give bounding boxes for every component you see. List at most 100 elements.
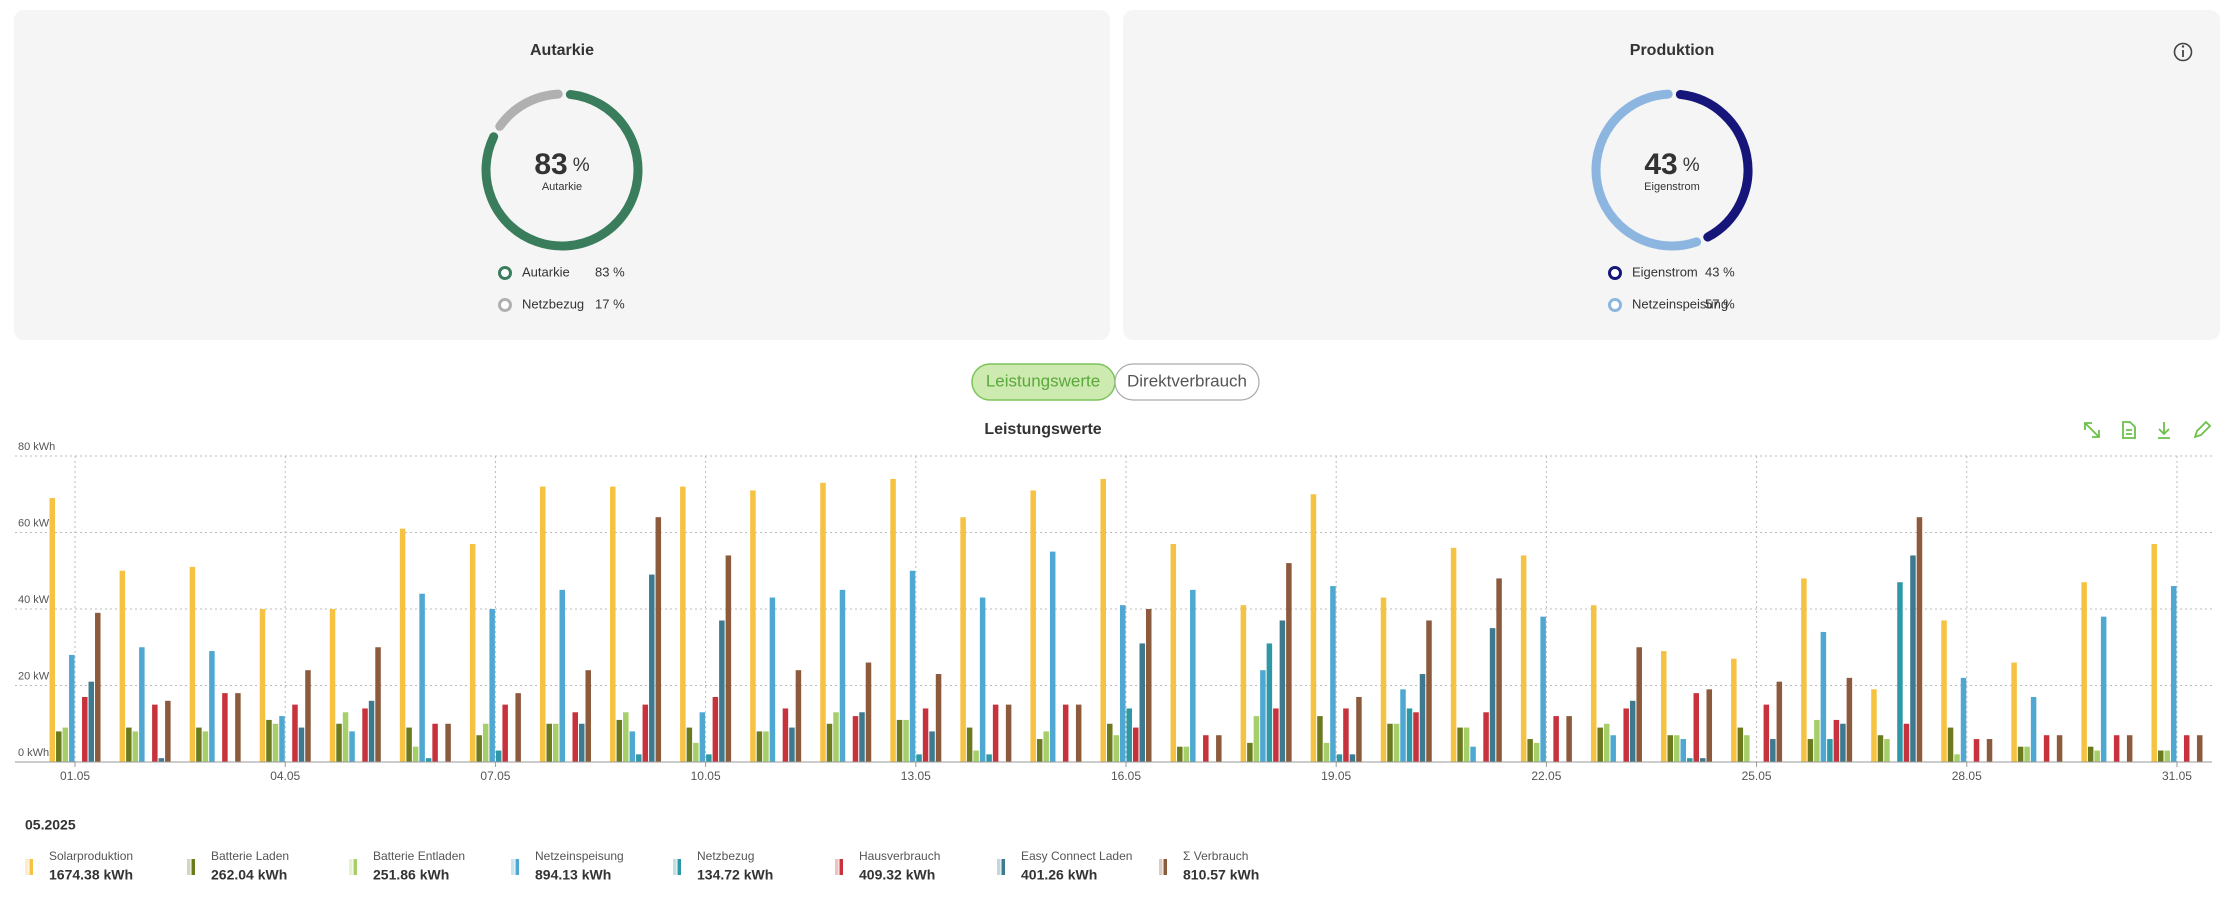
- y-tick-label: 80 kWh: [18, 441, 55, 453]
- bar: [820, 482, 826, 762]
- bar: [349, 731, 355, 762]
- bar: [2087, 746, 2094, 762]
- legend-label: Easy Connect Laden: [1021, 849, 1132, 863]
- bar: [298, 727, 305, 762]
- bar: [445, 723, 451, 762]
- info-dot[interactable]: [2181, 45, 2185, 48]
- bar: [1636, 647, 1642, 762]
- bar: [1807, 739, 1814, 762]
- bar: [1947, 727, 1954, 762]
- legend-marker: [349, 859, 353, 875]
- card: [14, 10, 1110, 340]
- bar: [266, 719, 272, 762]
- bar: [1380, 597, 1387, 762]
- bar: [1113, 735, 1119, 762]
- bar: [769, 597, 776, 762]
- bar: [623, 712, 629, 762]
- bar: [1463, 727, 1470, 762]
- edit-icon[interactable]: [2193, 420, 2212, 439]
- toggle[interactable]: Leistungswerte Direktverbrauch: [971, 363, 1260, 401]
- legend-total: 1674.38 kWh: [49, 867, 133, 883]
- bar: [649, 574, 655, 762]
- bar: [1897, 582, 1903, 762]
- bar: [49, 498, 56, 762]
- bar: [196, 727, 202, 762]
- bar: [1043, 731, 1049, 762]
- legend-value: 83 %: [595, 264, 625, 279]
- bar: [795, 670, 802, 762]
- legend-marker: [839, 859, 843, 875]
- bar: [890, 478, 896, 762]
- bar: [992, 704, 999, 762]
- bar: [1910, 555, 1916, 762]
- bar: [1597, 727, 1603, 762]
- bar: [1317, 716, 1323, 762]
- download-icon[interactable]: [2158, 422, 2170, 439]
- bar: [189, 566, 196, 762]
- bar: [782, 708, 789, 762]
- bar: [1833, 719, 1840, 762]
- doc-icon[interactable]: [2122, 421, 2136, 439]
- card: [1123, 10, 2220, 340]
- bar: [1744, 735, 1750, 762]
- toggle-inactive[interactable]: [1114, 363, 1260, 401]
- bar: [209, 651, 215, 762]
- legend-marker: [187, 859, 191, 875]
- bar: [1629, 700, 1636, 762]
- bar: [139, 647, 145, 762]
- bar: [712, 696, 719, 762]
- bar: [966, 727, 973, 762]
- bar: [725, 555, 732, 762]
- bar: [1062, 704, 1069, 762]
- zoom-icon[interactable]: [2084, 422, 2100, 438]
- bar: [1036, 739, 1043, 762]
- bar: [1877, 735, 1884, 762]
- bar: [1871, 689, 1877, 762]
- bar: [292, 704, 298, 762]
- bar: [2113, 735, 2120, 762]
- bar: [559, 589, 565, 762]
- bar: [1687, 758, 1693, 762]
- bar: [2126, 735, 2133, 762]
- bar: [375, 647, 381, 762]
- bar: [1139, 643, 1145, 762]
- toggle-label[interactable]: Leistungswerte: [986, 371, 1100, 390]
- bar: [610, 486, 616, 762]
- bar: [495, 750, 502, 762]
- bar: [1247, 742, 1253, 762]
- toolbar[interactable]: [2084, 420, 2212, 439]
- info-circle[interactable]: [2173, 42, 2193, 62]
- bar: [1553, 716, 1559, 762]
- bar: [279, 716, 285, 762]
- bar: [578, 723, 585, 762]
- legend-marker: [1608, 266, 1622, 280]
- bar: [1450, 547, 1457, 762]
- legend-marker: [29, 859, 33, 875]
- bar: [222, 693, 228, 762]
- bar: [680, 486, 686, 762]
- bar: [1700, 758, 1706, 762]
- toggle-label[interactable]: Direktverbrauch: [1127, 371, 1247, 390]
- bar: [750, 490, 756, 762]
- bar: [1623, 708, 1629, 762]
- legend-label: Netzeinspeisung: [1632, 296, 1728, 311]
- bar: [922, 708, 929, 762]
- legend-label: Eigenstrom: [1632, 264, 1698, 279]
- bar: [1827, 739, 1833, 762]
- info-icon[interactable]: [2173, 42, 2193, 62]
- legend-header: 05.2025: [25, 817, 76, 833]
- bar: [2100, 616, 2107, 762]
- bar: [1406, 708, 1413, 762]
- x-tick-label: 25.05: [1742, 769, 1772, 783]
- center-unit: %: [1683, 155, 1700, 176]
- bar: [2017, 746, 2024, 762]
- bar: [165, 700, 171, 762]
- bar: [629, 731, 636, 762]
- bar: [1260, 670, 1266, 762]
- bar: [1763, 704, 1770, 762]
- bar: [502, 704, 508, 762]
- legend-label: Hausverbrauch: [859, 849, 940, 863]
- bar: [412, 746, 419, 762]
- legend-value: 57 %: [1705, 296, 1735, 311]
